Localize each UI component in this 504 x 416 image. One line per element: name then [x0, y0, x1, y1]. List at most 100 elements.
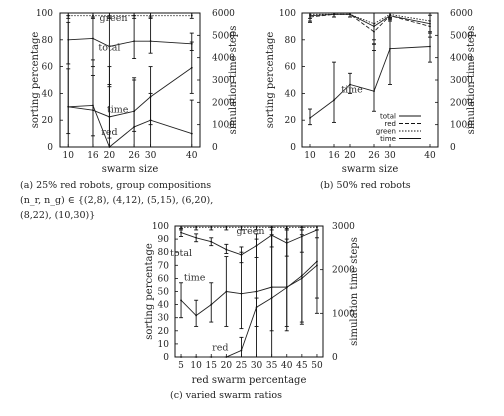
x-axis-label: red swarm percentage [192, 375, 307, 386]
y2-tick-label: 6000 [450, 9, 473, 19]
data-point-green [270, 226, 273, 229]
data-point-red [210, 356, 213, 358]
y-tick-label: 80 [42, 36, 54, 46]
y2-tick-label: 3000 [212, 76, 235, 86]
data-point-total [108, 45, 111, 48]
y-tick-label: 30 [158, 314, 170, 324]
error-bar-total [132, 15, 137, 60]
data-point-total [180, 231, 182, 234]
series-label-red: red [212, 342, 228, 353]
data-point-total [195, 236, 198, 239]
x-tick-label: 20 [221, 361, 233, 371]
x-tick-label: 40 [186, 151, 198, 161]
y2-tick-label: 3000 [450, 76, 473, 86]
error-bar-time [254, 238, 259, 327]
data-point-green [389, 13, 391, 16]
data-point-green [133, 14, 136, 17]
data-point-time [210, 303, 213, 306]
y-tick-label: 100 [279, 9, 296, 19]
y2-tick-label: 1000 [212, 121, 235, 131]
series-label-green: green [100, 13, 128, 24]
y-tick-label: 10 [158, 340, 170, 350]
data-point-time [316, 264, 318, 267]
data-point-time [285, 286, 288, 289]
y-tick-label: 20 [158, 327, 170, 337]
data-point-time [92, 109, 94, 112]
data-point-time [309, 117, 311, 119]
data-point-green [309, 13, 311, 16]
caption-line: (c) varied swarm ratios [170, 390, 282, 401]
data-point-time [240, 292, 243, 295]
data-point-time [149, 95, 152, 98]
plot-frame [301, 12, 439, 148]
y2-tick-label: 0 [212, 143, 218, 153]
error-bar-time [194, 299, 199, 327]
data-point-green [333, 13, 335, 16]
x-tick-label: 10 [190, 361, 202, 371]
data-point-green [349, 13, 351, 16]
legend-label-green: green [376, 128, 396, 136]
data-point-time [349, 83, 351, 86]
y-tick-label: 20 [42, 116, 54, 126]
series-label-time: time [184, 273, 206, 284]
data-point-green [149, 14, 152, 17]
y2-tick-label: 6000 [212, 9, 235, 19]
x-tick-label: 50 [311, 361, 323, 371]
x-tick-label: 30 [251, 361, 263, 371]
series-red: red [66, 15, 194, 148]
legend-label-red: red [385, 120, 396, 128]
x-tick-label: 20 [104, 151, 116, 161]
caption-line: (8,22), (10,30)} [20, 210, 95, 221]
x-tick-label: 10 [304, 151, 316, 161]
series-line-total [180, 229, 318, 256]
data-point-time [133, 110, 136, 113]
data-point-time [195, 314, 198, 317]
data-point-red [108, 146, 111, 148]
series-green [308, 12, 432, 41]
y-tick-label: 40 [42, 89, 54, 99]
error-bar-time [388, 17, 392, 85]
y-tick-label: 0 [290, 143, 296, 153]
series-label-time: time [107, 104, 129, 115]
series-time: time [66, 41, 194, 139]
x-tick-label: 16 [328, 151, 340, 161]
error-bar-time [372, 43, 376, 112]
data-point-green [373, 22, 375, 25]
x-tick-label: 35 [266, 361, 278, 371]
data-point-total [92, 37, 94, 40]
y-tick-label: 0 [47, 143, 53, 153]
data-point-total [210, 240, 213, 243]
y-axis-label: sorting percentage [30, 32, 41, 129]
x-axis-label: swarm size [102, 164, 159, 175]
caption-line: (b) 50% red robots [320, 180, 411, 191]
data-point-time [373, 90, 375, 93]
plot-frame [59, 12, 201, 148]
data-point-red [180, 356, 182, 358]
y-tick-label: 100 [36, 9, 53, 19]
x-tick-label: 45 [296, 361, 308, 371]
y-tick-label: 40 [285, 89, 297, 99]
error-bar-time [239, 251, 244, 330]
y2-axis-label: simulation time steps [466, 26, 477, 135]
data-point-green [108, 14, 111, 17]
data-point-green [240, 226, 243, 229]
x-tick-label: 5 [178, 361, 184, 371]
data-point-time [270, 286, 273, 289]
data-point-green [300, 226, 303, 229]
series-line-red [68, 104, 192, 148]
data-point-green [225, 226, 228, 229]
y2-tick-label: 0 [332, 353, 338, 363]
y2-axis-label: simulation time steps [349, 237, 360, 346]
data-point-time [225, 290, 228, 293]
error-bar-time [428, 14, 432, 63]
series-label-total: total [170, 248, 192, 259]
series-total [308, 12, 432, 45]
series-green: green [66, 12, 194, 24]
series-line-total [68, 38, 192, 47]
y-tick-label: 70 [158, 261, 170, 271]
y-axis-label: sorting percentage [144, 243, 155, 340]
legend-label-time: time [380, 135, 396, 143]
data-point-green [180, 226, 182, 229]
x-tick-label: 10 [63, 151, 75, 161]
error-bar-time [107, 84, 112, 139]
